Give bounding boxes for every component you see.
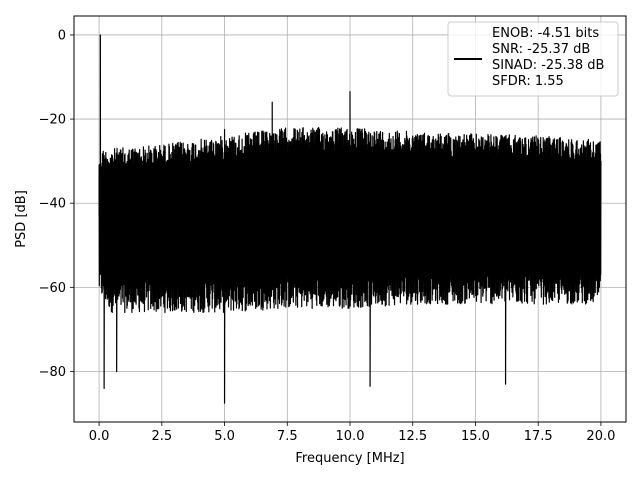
x-axis-label: Frequency [MHz] [295, 451, 404, 466]
y-tick-label: −40 [39, 197, 66, 212]
legend-sfdr-text: SFDR: 1.55 [492, 74, 564, 89]
y-axis-ticks: 0 −20 −40 −60 −80 [39, 28, 74, 380]
x-tick-label: 7.5 [277, 429, 298, 444]
x-tick-label: 0.0 [89, 429, 110, 444]
x-axis-ticks: 0.0 2.5 5.0 7.5 10.0 12.5 15.0 17.5 20.0 [89, 422, 615, 444]
y-tick-label: 0 [58, 28, 66, 43]
x-tick-label: 10.0 [336, 429, 365, 444]
legend-sinad-text: SINAD: -25.38 dB [492, 58, 604, 73]
legend-snr-text: SNR: -25.37 dB [492, 42, 590, 57]
x-tick-label: 12.5 [398, 429, 427, 444]
y-axis-label: PSD [dB] [14, 190, 29, 248]
x-tick-label: 15.0 [461, 429, 490, 444]
y-tick-label: −60 [39, 281, 66, 296]
psd-trace [98, 34, 602, 404]
x-tick-label: 17.5 [524, 429, 553, 444]
x-tick-label: 2.5 [151, 429, 172, 444]
x-tick-label: 5.0 [214, 429, 235, 444]
y-tick-label: −80 [39, 365, 66, 380]
x-tick-label: 20.0 [586, 429, 615, 444]
legend: ENOB: -4.51 bits SNR: -25.37 dB SINAD: -… [447, 21, 619, 97]
legend-enob-text: ENOB: -4.51 bits [492, 26, 599, 41]
legend-box [447, 21, 619, 97]
plot-area [98, 34, 602, 404]
y-tick-label: −20 [39, 113, 66, 128]
